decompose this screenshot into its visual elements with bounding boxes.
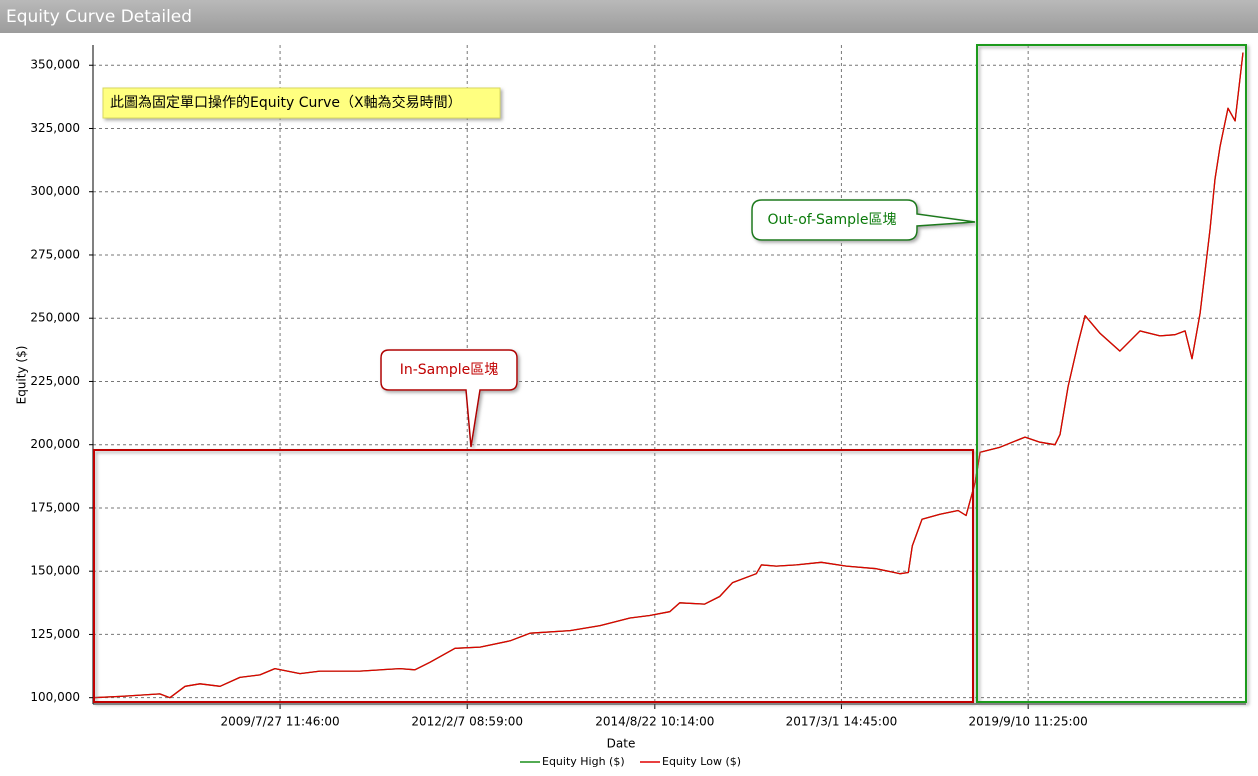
x-tick-label: 2012/2/7 08:59:00	[411, 715, 523, 729]
out-of-sample-box	[976, 44, 1247, 703]
in-sample-box	[93, 449, 974, 703]
y-tick-label: 275,000	[30, 247, 80, 261]
y-tick-label: 100,000	[30, 690, 80, 704]
x-tick-label: 2014/8/22 10:14:00	[595, 715, 714, 729]
x-tick-label: 2017/3/1 14:45:00	[786, 715, 898, 729]
y-tick-label: 125,000	[30, 627, 80, 641]
y-tick-label: 150,000	[30, 564, 80, 578]
y-tick-label: 175,000	[30, 500, 80, 514]
header-bar	[0, 0, 1258, 33]
y-tick-label: 325,000	[30, 121, 80, 135]
y-tick-label: 250,000	[30, 311, 80, 325]
legend-label: Equity High ($)	[542, 755, 625, 768]
y-tick-label: 350,000	[30, 58, 80, 72]
note-text: 此圖為固定單口操作的Equity Curve（X軸為交易時間）	[110, 94, 462, 111]
y-tick-label: 225,000	[30, 374, 80, 388]
legend-label: Equity Low ($)	[662, 755, 741, 768]
out-of-sample-label: Out-of-Sample區塊	[768, 212, 897, 228]
note-box	[102, 87, 501, 119]
in-sample-label: In-Sample區塊	[400, 362, 499, 378]
out-of-sample-callout	[751, 199, 976, 241]
equity-line	[92, 52, 1244, 699]
chart-title: Equity Curve Detailed	[6, 7, 192, 27]
in-sample-callout	[380, 349, 518, 448]
y-tick-label: 300,000	[30, 184, 80, 198]
x-axis-label: Date	[607, 737, 636, 751]
x-tick-label: 2019/9/10 11:25:00	[969, 715, 1088, 729]
x-tick-label: 2009/7/27 11:46:00	[220, 715, 339, 729]
y-tick-label: 200,000	[30, 437, 80, 451]
y-axis-label: Equity ($)	[15, 346, 29, 405]
